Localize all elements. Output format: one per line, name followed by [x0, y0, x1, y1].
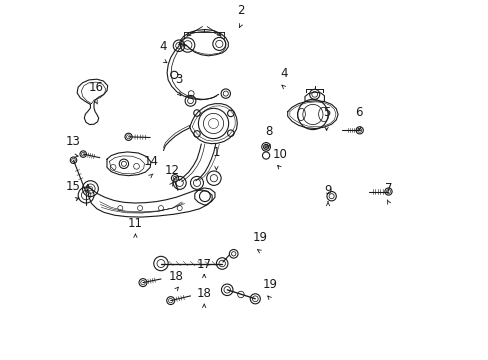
Text: 6: 6 [354, 106, 362, 119]
Text: 4: 4 [280, 67, 287, 80]
Text: 1: 1 [212, 146, 220, 159]
Text: 18: 18 [196, 287, 211, 300]
Text: 10: 10 [272, 148, 287, 161]
Text: 14: 14 [143, 156, 158, 168]
Text: 8: 8 [264, 125, 272, 138]
Text: 4: 4 [160, 40, 167, 53]
Text: 12: 12 [164, 164, 179, 177]
Text: 19: 19 [262, 278, 277, 291]
Text: 9: 9 [324, 184, 331, 197]
Text: 2: 2 [237, 4, 244, 17]
Text: 5: 5 [322, 106, 329, 119]
Text: 17: 17 [196, 258, 211, 271]
Text: 3: 3 [175, 73, 183, 86]
Text: 13: 13 [66, 135, 81, 148]
Text: 16: 16 [88, 81, 103, 94]
Text: 15: 15 [66, 180, 81, 193]
Text: 7: 7 [384, 182, 391, 195]
Text: 11: 11 [128, 217, 142, 230]
Text: 18: 18 [168, 270, 183, 283]
Text: 19: 19 [252, 231, 267, 244]
